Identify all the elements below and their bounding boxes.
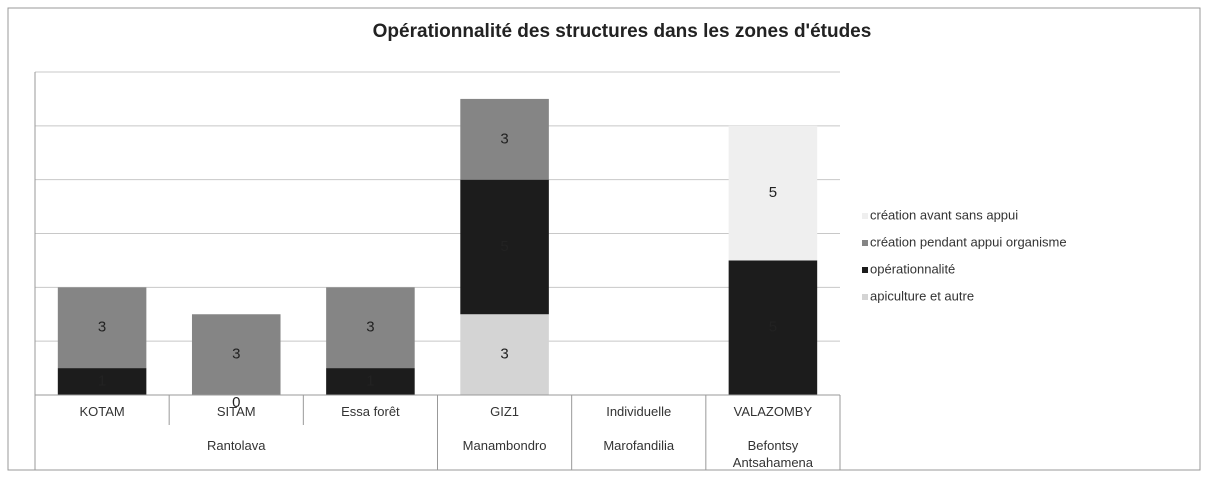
bar-segment xyxy=(326,287,415,369)
data-label: 5 xyxy=(769,319,777,336)
bar-segment xyxy=(57,287,147,369)
x-tick-label-box: SITAM xyxy=(216,404,256,419)
group-label: Befontsy Antsahamena xyxy=(732,438,814,470)
x-tick-label: KOTAM xyxy=(79,404,125,419)
legend-swatch xyxy=(862,240,868,246)
data-label: 3 xyxy=(500,130,508,147)
x-tick-label: Essa forêt xyxy=(341,404,400,419)
data-label: 5 xyxy=(769,184,777,201)
legend-label: apiculture et autre xyxy=(870,288,974,303)
x-tick-label: Individuelle xyxy=(606,404,672,419)
data-label: 0 xyxy=(232,394,240,411)
bar-segment xyxy=(326,368,415,395)
group-label-box: Marofandilia xyxy=(603,438,675,453)
x-tick-label-box: Essa forêt xyxy=(341,404,400,419)
group-label-box: Befontsy Antsahamena xyxy=(732,438,814,470)
group-label-box: Rantolava xyxy=(206,438,266,453)
legend-swatch xyxy=(862,213,868,219)
legend-label: création avant sans appui xyxy=(870,207,1018,222)
group-label-box: Manambondro xyxy=(462,438,547,453)
group-label: Rantolava xyxy=(206,438,266,453)
data-label: 3 xyxy=(232,346,240,363)
legend-label: opérationnalité xyxy=(870,261,955,276)
x-tick-label: GIZ1 xyxy=(490,404,520,419)
x-tick-label-box: VALAZOMBY xyxy=(733,404,813,419)
legend-swatch xyxy=(862,267,868,273)
bar-segment xyxy=(460,179,549,315)
data-label: 1 xyxy=(98,373,106,390)
bar-segment xyxy=(460,314,549,395)
data-label: 3 xyxy=(500,346,508,363)
chart-title: Opérationnalité des structures dans les … xyxy=(373,21,872,42)
data-label: 1 xyxy=(366,373,374,390)
legend-label: création pendant appui organisme xyxy=(870,234,1067,249)
data-label: 5 xyxy=(500,238,508,255)
x-tick-label-box: KOTAM xyxy=(79,404,125,419)
group-label: Manambondro xyxy=(462,438,547,453)
bar-segment xyxy=(728,125,818,261)
x-tick-label: VALAZOMBY xyxy=(733,404,813,419)
bar-segment xyxy=(57,368,147,395)
bar-segment xyxy=(728,260,818,395)
group-label: Marofandilia xyxy=(603,438,675,453)
x-tick-label-box: GIZ1 xyxy=(490,404,520,419)
bar-segment xyxy=(191,314,281,395)
x-tick-label: SITAM xyxy=(216,404,256,419)
legend-swatch xyxy=(862,294,868,300)
data-label: 3 xyxy=(366,319,374,336)
bar-segment xyxy=(460,98,549,180)
x-tick-label-box: Individuelle xyxy=(606,404,672,419)
data-label: 3 xyxy=(98,319,106,336)
